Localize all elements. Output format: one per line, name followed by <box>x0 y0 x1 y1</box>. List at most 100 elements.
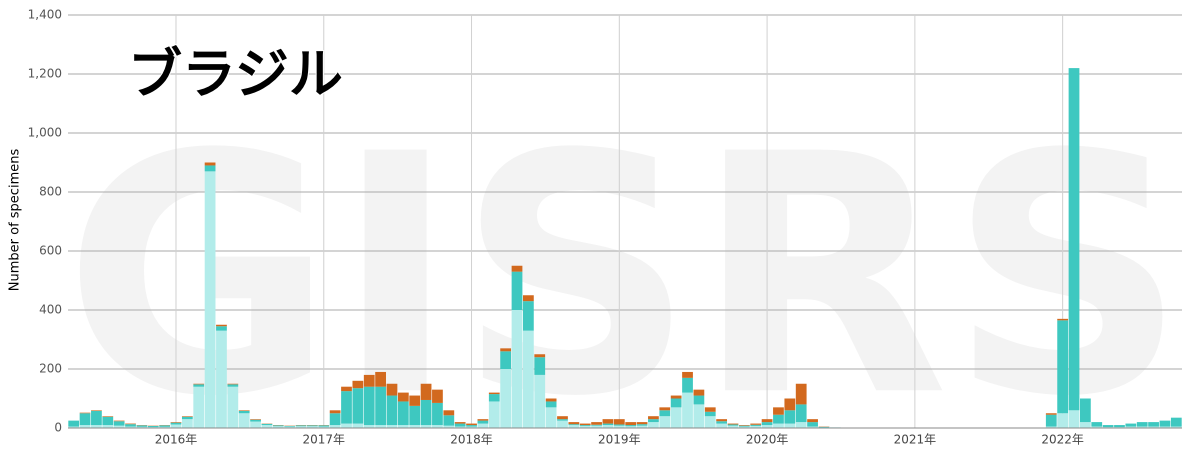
bar-segment <box>329 410 341 414</box>
bar-segment <box>466 425 477 427</box>
bar-segment <box>454 426 466 428</box>
bar-segment <box>91 425 102 428</box>
bar-segment <box>318 426 330 428</box>
bar-segment <box>807 419 818 423</box>
bar-segment <box>727 424 739 426</box>
bar-segment <box>659 410 671 417</box>
bar-segment <box>773 414 784 424</box>
bar-segment <box>477 423 489 428</box>
bar-segment <box>761 425 773 428</box>
bar-segment <box>636 422 648 425</box>
bar-segment <box>193 383 205 385</box>
bar-segment <box>750 424 762 426</box>
bar-segment <box>591 424 602 426</box>
bar-segment <box>272 426 284 428</box>
bar-segment <box>443 410 455 416</box>
bar-segment <box>113 421 125 426</box>
bar-segment <box>363 374 375 387</box>
bar-segment <box>795 404 807 423</box>
bar-segment <box>341 423 352 428</box>
bar-segment <box>568 425 580 428</box>
bar-segment <box>375 386 386 426</box>
bar-segment <box>250 419 261 420</box>
y-tick-label: 1,200 <box>28 67 62 81</box>
y-tick-label: 1,000 <box>28 126 62 140</box>
bar-segment <box>443 425 455 428</box>
bar-segment <box>1068 410 1080 428</box>
bar-segment <box>420 399 432 426</box>
bar-segment <box>738 426 750 428</box>
y-tick-label: 400 <box>39 303 62 317</box>
bar-segment <box>807 422 818 427</box>
bar-segment <box>170 422 182 423</box>
bar-segment <box>534 374 546 428</box>
bar-segment <box>1057 320 1069 414</box>
bar-segment <box>454 423 466 427</box>
bar-segment <box>193 384 205 387</box>
bar-segment <box>545 407 557 428</box>
bar-segment <box>500 351 512 369</box>
bar-segment <box>204 162 216 166</box>
bar-segment <box>557 419 568 421</box>
bar-segment <box>477 420 489 424</box>
bar-segment <box>579 425 591 428</box>
bar-segment <box>761 422 773 426</box>
bar-segment <box>670 398 682 408</box>
y-axis-label: Number of specimens <box>8 149 23 292</box>
bar-segment <box>488 392 500 395</box>
bar-segment <box>557 420 568 428</box>
x-tick-label: 2018年 <box>450 433 493 447</box>
bar-segment <box>716 419 728 422</box>
bar-segment <box>409 395 421 406</box>
bar-segment <box>511 265 523 272</box>
bar-segment <box>545 398 557 402</box>
bar-segment <box>784 398 796 411</box>
bar-segment <box>522 330 534 428</box>
bar-segment <box>136 425 148 427</box>
x-tick-label: 2021年 <box>894 433 937 447</box>
bar-segment <box>773 407 784 415</box>
bar-segment <box>625 422 637 426</box>
bar-segment <box>272 425 284 427</box>
bar-segment <box>602 419 614 424</box>
bar-segment <box>613 425 625 428</box>
bar-segment <box>1079 422 1091 428</box>
bar-segment <box>181 416 193 417</box>
bar-segment <box>397 392 409 402</box>
bar-segment <box>261 423 273 426</box>
bar-segment <box>170 424 182 428</box>
bar-segment <box>409 425 421 428</box>
bar-segment <box>750 423 762 425</box>
bar-segment <box>1045 426 1057 428</box>
bar-segment <box>1079 398 1091 423</box>
bar-segment <box>738 425 750 426</box>
bar-segment <box>704 411 716 417</box>
bar-segment <box>102 416 114 426</box>
bar-segment <box>625 426 637 428</box>
bar-segment <box>511 310 523 428</box>
bar-segment <box>613 419 625 425</box>
bar-segment <box>216 324 227 327</box>
bar-segment <box>1068 68 1080 411</box>
bar-segment <box>102 425 114 428</box>
bar-segment <box>659 416 671 428</box>
bar-segment <box>1170 417 1182 427</box>
bar-segment <box>1148 422 1159 427</box>
bar-segment <box>227 384 239 387</box>
bar-segment <box>318 425 330 427</box>
bar-segment <box>795 422 807 428</box>
y-tick-label: 800 <box>39 185 62 199</box>
x-tick-label: 2017年 <box>302 433 345 447</box>
bar-segment <box>693 395 705 405</box>
bar-segment <box>386 425 398 428</box>
bar-segment <box>159 426 171 428</box>
bar-segment <box>818 426 830 428</box>
bar-segment <box>1045 413 1057 415</box>
bar-segment <box>1159 420 1171 427</box>
bar-segment <box>397 401 409 426</box>
bar-segment <box>329 425 341 428</box>
bar-segment <box>534 354 546 358</box>
bar-segment <box>750 425 762 428</box>
bar-segment <box>1170 426 1182 428</box>
